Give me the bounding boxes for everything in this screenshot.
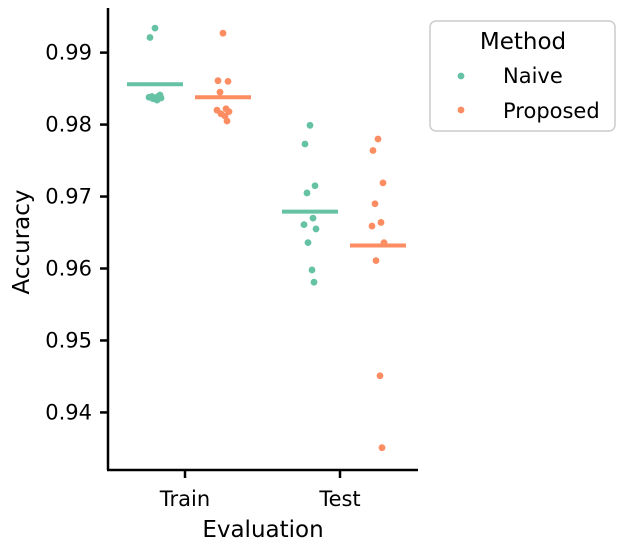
data-point — [378, 444, 386, 452]
y-tick-label: 0.97 — [45, 185, 92, 209]
data-point — [374, 135, 382, 143]
legend: Method Naive Proposed — [429, 20, 616, 132]
axes — [106, 8, 418, 472]
data-point — [369, 147, 377, 154]
data-point — [153, 96, 161, 104]
data-point — [216, 88, 224, 96]
x-axis-label: Evaluation — [202, 517, 323, 543]
y-tick-label: 0.96 — [45, 257, 92, 281]
data-point — [219, 29, 227, 37]
plot-marks — [127, 24, 406, 452]
data-point — [146, 34, 154, 41]
data-point — [151, 24, 159, 32]
data-point — [225, 108, 233, 116]
data-point — [376, 372, 384, 380]
data-point — [312, 225, 320, 233]
data-point — [303, 189, 311, 197]
data-point — [368, 222, 376, 230]
data-point — [301, 140, 309, 148]
data-point — [311, 182, 319, 190]
legend-label-proposed: Proposed — [503, 99, 600, 123]
x-tick-label: Test — [318, 487, 360, 511]
data-point — [300, 221, 308, 229]
x-tick-label: Train — [159, 487, 210, 511]
data-point — [372, 257, 380, 264]
data-point — [377, 219, 385, 226]
legend-title: Method — [480, 29, 566, 55]
data-point — [214, 77, 222, 85]
legend-marker-proposed — [457, 106, 465, 114]
legend-label-naive: Naive — [503, 64, 563, 88]
data-point — [304, 239, 312, 246]
y-tick-label: 0.94 — [45, 400, 92, 424]
data-point — [371, 200, 379, 208]
data-point — [379, 179, 387, 187]
y-tick-label: 0.95 — [45, 328, 92, 352]
legend-marker-naive — [457, 72, 465, 80]
legend-frame — [429, 20, 616, 132]
data-point — [308, 266, 316, 274]
data-point — [223, 117, 231, 125]
data-point — [224, 78, 232, 85]
y-axis-label: Accuracy — [9, 189, 35, 294]
y-tick-label: 0.99 — [45, 41, 92, 65]
data-point — [310, 278, 318, 286]
data-point — [380, 239, 388, 246]
data-point — [309, 214, 317, 222]
ticks: 0.94 0.95 0.96 0.97 0.98 0.99 Train Test — [45, 41, 360, 511]
y-tick-label: 0.98 — [45, 113, 92, 137]
data-point — [306, 121, 314, 129]
